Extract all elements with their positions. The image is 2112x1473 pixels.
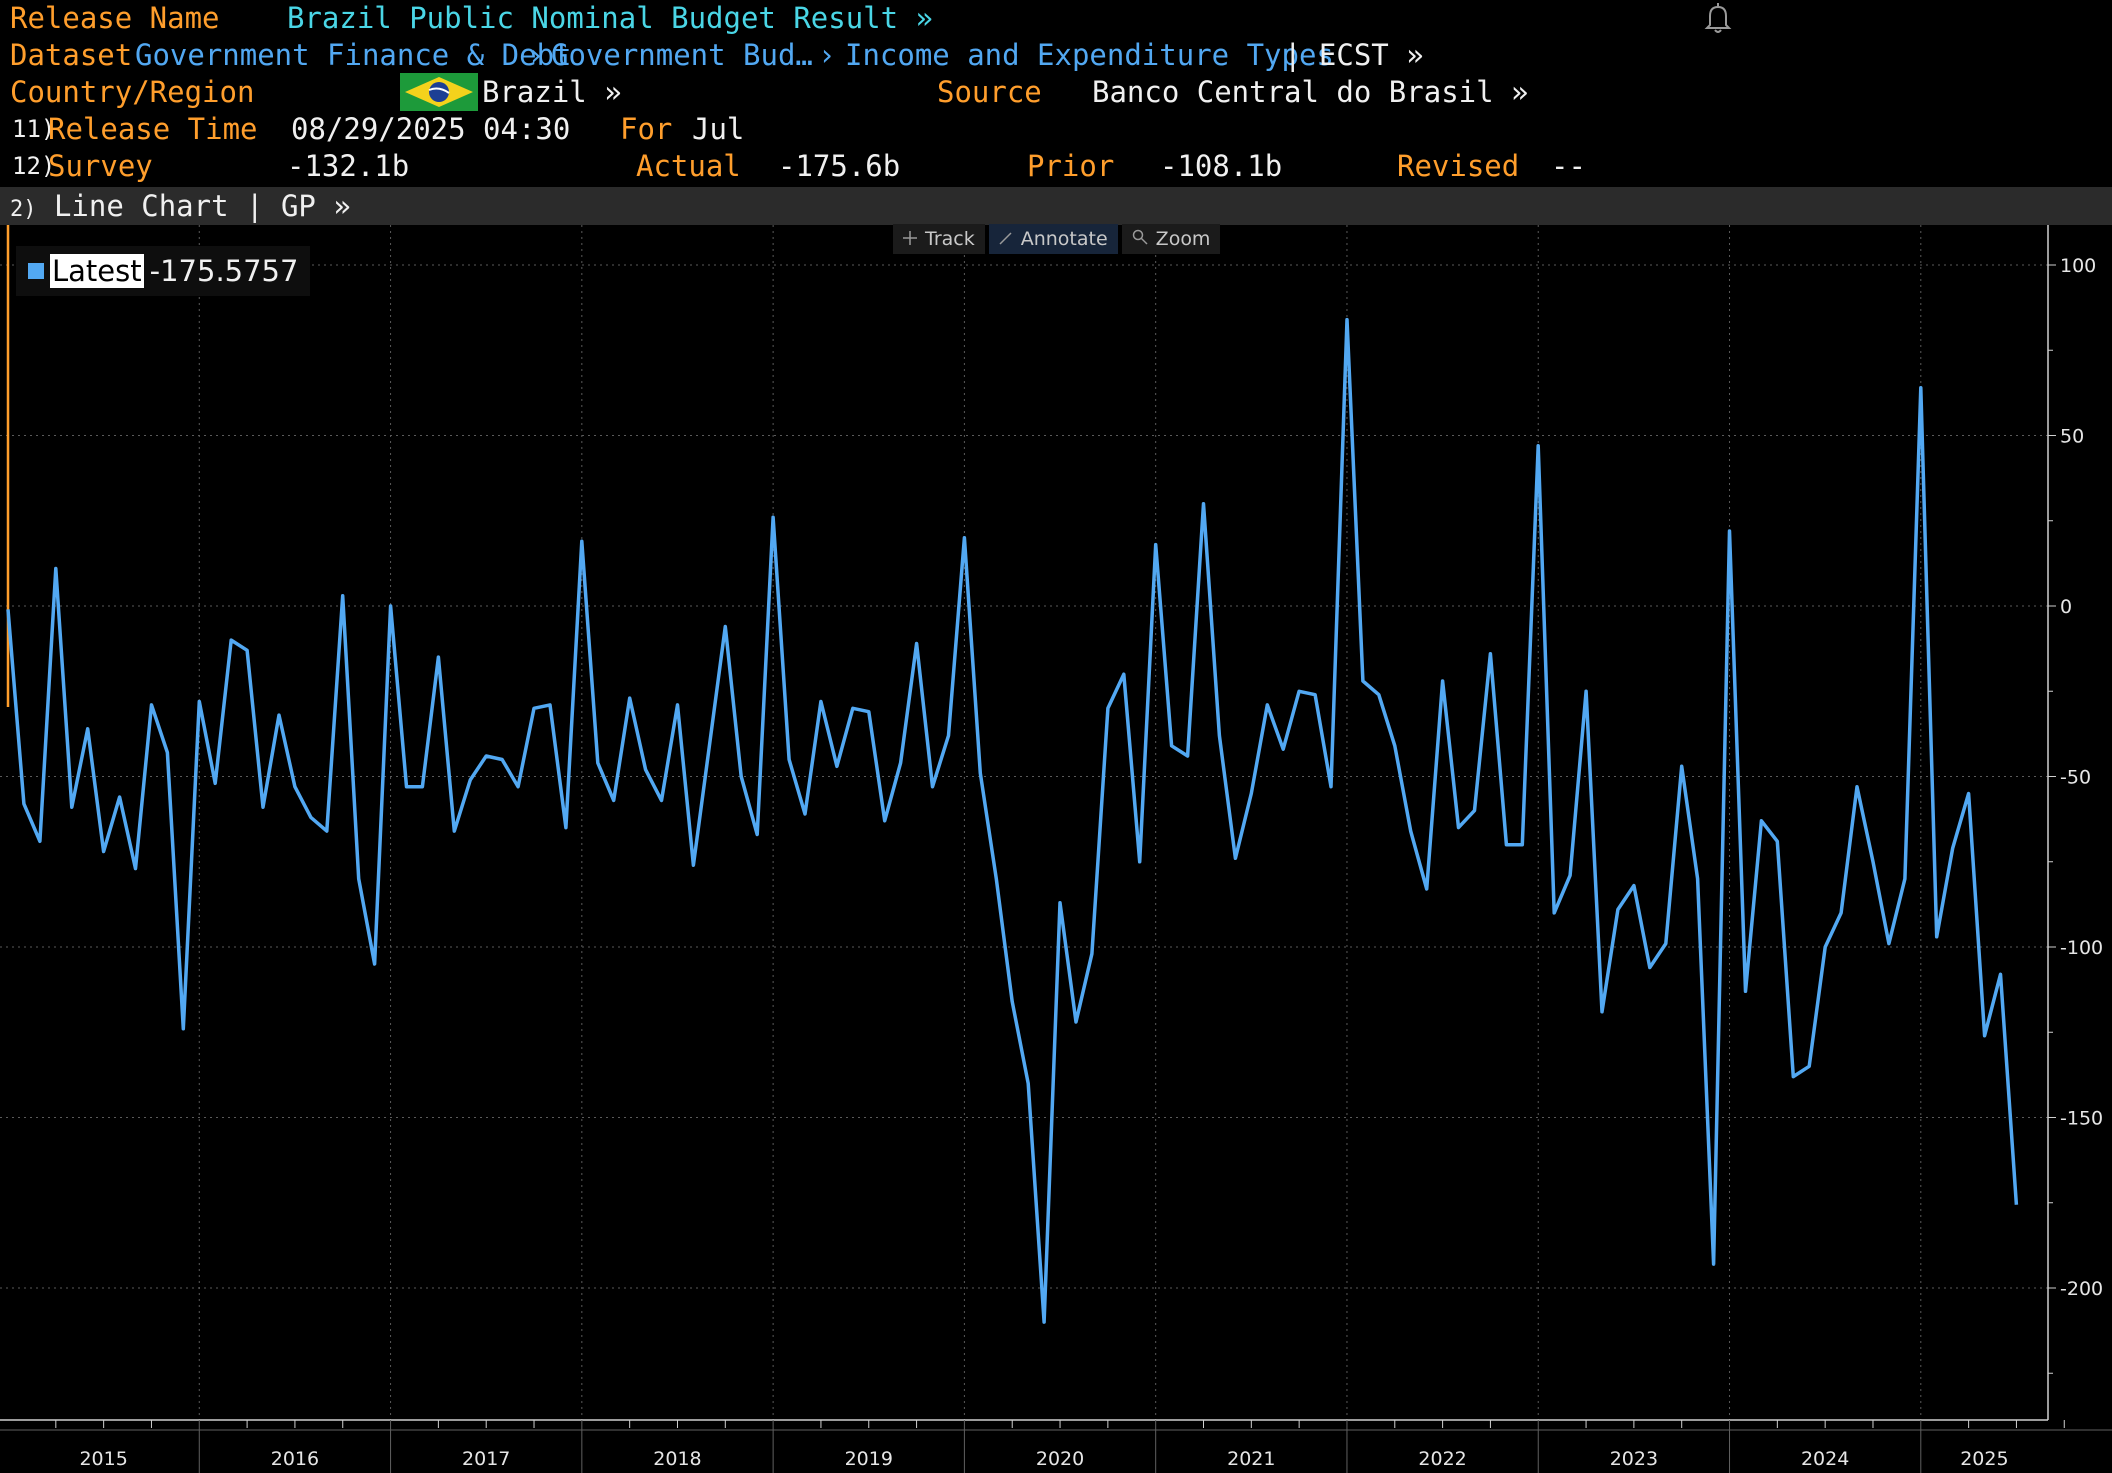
magnifier-icon [1132, 224, 1148, 254]
for-label: For [620, 112, 673, 146]
release-name-label: Release Name [10, 1, 220, 35]
survey-value: -132.1b [287, 149, 410, 183]
country-link[interactable]: Brazil » [482, 75, 622, 109]
x-tick-label: 2015 [79, 1448, 127, 1470]
chart-title[interactable]: 2) Line Chart | GP » [10, 187, 351, 229]
revised-value: -- [1551, 149, 1586, 183]
y-tick-label: 0 [2060, 596, 2072, 618]
x-tick-label: 2018 [653, 1448, 701, 1470]
x-tick-label: 2021 [1227, 1448, 1275, 1470]
annotate-button[interactable]: Annotate [988, 224, 1118, 254]
x-tick-label: 2022 [1418, 1448, 1466, 1470]
annotate-label: Annotate [1020, 228, 1108, 250]
y-tick-label: -200 [2060, 1278, 2103, 1300]
zoom-button[interactable]: Zoom [1121, 224, 1221, 254]
release-time-row-number[interactable]: 11) [12, 115, 56, 143]
release-time-value: 08/29/2025 04:30 [291, 112, 571, 146]
survey-label[interactable]: Survey [48, 149, 153, 183]
y-tick-label: -150 [2060, 1108, 2103, 1130]
bell-icon[interactable] [1700, 0, 1736, 36]
x-tick-label: 2017 [462, 1448, 510, 1470]
source-label: Source [937, 75, 1042, 109]
actual-value: -175.6b [778, 149, 901, 183]
chart-toolbar: Track Annotate Zoom [893, 224, 1221, 254]
horizontal-gridlines [0, 264, 2048, 1289]
chart-menu-number[interactable]: 2) [10, 197, 37, 222]
for-value: Jul [692, 112, 745, 146]
pencil-icon [999, 224, 1013, 254]
legend-series-value: -175.5757 [149, 254, 299, 288]
y-tick-label: 100 [2060, 255, 2096, 277]
x-tick-label: 2024 [1801, 1448, 1849, 1470]
country-label: Country/Region [10, 75, 255, 109]
prior-label: Prior [1027, 149, 1115, 183]
x-tick-label: 2025 [1960, 1448, 2008, 1470]
release-time-label[interactable]: Release Time [48, 112, 258, 146]
x-tick-label: 2023 [1610, 1448, 1658, 1470]
x-tick-label: 2016 [271, 1448, 319, 1470]
x-tick-label: 2020 [1036, 1448, 1084, 1470]
zoom-label: Zoom [1155, 228, 1211, 250]
track-button[interactable]: Track [893, 224, 985, 254]
prior-value: -108.1b [1160, 149, 1283, 183]
brazil-flag-icon [400, 73, 478, 111]
legend-swatch [28, 263, 44, 279]
x-tick-label: 2019 [845, 1448, 893, 1470]
chart-legend[interactable]: Latest -175.5757 [16, 246, 311, 296]
release-name-link[interactable]: Brazil Public Nominal Budget Result » [287, 1, 934, 35]
dataset-separator: › [818, 38, 836, 72]
x-axis-ticks: 2015 2016 2017 2018 2019 2020 2021 2022 2023 2024… [55, 1420, 2065, 1473]
dataset-crumb-government-finance[interactable]: Government Finance & Debt [135, 38, 572, 72]
actual-label: Actual [636, 149, 741, 183]
y-tick-label: -100 [2060, 937, 2103, 959]
chart-title-bar: 2) Line Chart | GP » [0, 187, 2112, 225]
dataset-crumb-government-budget[interactable]: Government Bud… [551, 38, 813, 72]
y-axis-ticks: 100 50 0 -50 -100 -150 -200 [2048, 255, 2103, 1374]
y-tick-label: -50 [2060, 767, 2091, 789]
revised-label: Revised [1397, 149, 1520, 183]
legend-series-label: Latest [50, 254, 144, 288]
dataset-label: Dataset [10, 38, 133, 72]
source-link[interactable]: Banco Central do Brasil » [1092, 75, 1529, 109]
survey-row-number[interactable]: 12) [12, 152, 56, 180]
dataset-crumb-income-expenditure[interactable]: Income and Expenditure Types [845, 38, 1334, 72]
y-tick-label: 50 [2060, 426, 2084, 448]
series-line-latest [6, 317, 2019, 1324]
track-label: Track [925, 228, 975, 250]
chart-title-text[interactable]: Line Chart | GP » [53, 189, 351, 223]
crosshair-icon [903, 224, 917, 254]
dataset-separator: › [527, 38, 545, 72]
dataset-ecst-link[interactable]: | ECST » [1284, 38, 1424, 72]
